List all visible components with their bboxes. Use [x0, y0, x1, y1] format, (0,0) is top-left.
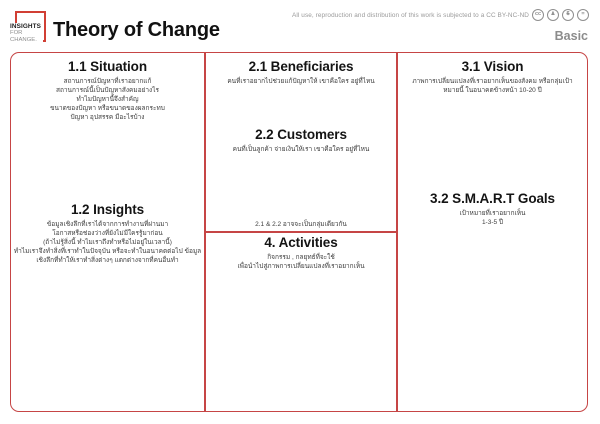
- section-text-line: ภาพการเปลี่ยนแปลงที่เราอยากเห็นของสังคม …: [412, 78, 573, 85]
- section-heading: 3.2 S.M.A.R.T Goals: [430, 191, 555, 206]
- section-heading: 2.2 Customers: [255, 127, 347, 142]
- section-text-line: ทำไมปัญหานี้จึงสำคัญ: [76, 96, 139, 103]
- section-vision: 3.1 Vision ภาพการเปลี่ยนแปลงที่เราอยากเห…: [400, 59, 585, 95]
- page-title: Theory of Change: [53, 19, 220, 41]
- section-insights: 1.2 Insights ข้อมูลเชิงลึกที่เราได้จากกา…: [13, 202, 202, 265]
- section-text-line: เป้าหมายที่เราอยากเห็น: [459, 210, 526, 217]
- section-text-line: เพื่อนำไปสู่ภาพการเปลี่ยนแปลงที่เราอยากเ…: [237, 263, 365, 270]
- non-commercial-icon: $: [562, 9, 574, 21]
- logo-text: INSIGHTS FOR CHANGE.: [10, 23, 43, 45]
- section-heading: 1.2 Insights: [70, 202, 145, 217]
- section-text-line: คนที่เราอยากไปช่วยแก้ปัญหาให้ เขาคือใคร …: [227, 78, 375, 85]
- section-heading: 3.1 Vision: [461, 59, 524, 74]
- theory-of-change-canvas: 1.1 Situation สถานการณ์ปัญหาที่เราอยากแก…: [10, 52, 588, 412]
- section-text-line: กิจกรรม , กลยุทธ์ที่จะใช้: [267, 254, 335, 261]
- section-text-line: คนที่เป็นลูกค้า จ่ายเงินให้เรา เขาคือใคร…: [232, 146, 370, 153]
- cc-icon: cc: [532, 9, 544, 21]
- variant-label: Basic: [554, 29, 588, 43]
- section-beneficiaries: 2.1 Beneficiaries คนที่เราอยากไปช่วยแก้ป…: [208, 59, 394, 86]
- logo-line: INSIGHTS: [10, 23, 41, 30]
- attribution-icon: ♟: [547, 9, 559, 21]
- no-derivatives-icon: =: [577, 9, 589, 21]
- activities-divider: [204, 231, 398, 233]
- section-customers: 2.2 Customers คนที่เป็นลูกค้า จ่ายเงินให…: [208, 127, 394, 154]
- license-text: All use, reproduction and distribution o…: [292, 11, 529, 19]
- section-text-line: 1-3-5 ปี: [481, 219, 504, 226]
- license-bar: All use, reproduction and distribution o…: [292, 9, 589, 21]
- section-text-line: เชิงลึกที่ทำให้เราทำสิ่งต่างๆ แตกต่างจาก…: [36, 257, 179, 264]
- section-text-line: (ถ้าไม่รู้สิ่งนี้ ทำไมเราถึงทำหรือไม่อยู…: [43, 239, 172, 246]
- section-activities: 4. Activities กิจกรรม , กลยุทธ์ที่จะใช้ …: [208, 235, 394, 271]
- section-text-line: หมายนี้ ในอนาคตข้างหน้า 10-20 ปี: [443, 87, 542, 94]
- section-text-line: สถานการณ์นี้เป็นปัญหาสังคมอย่างไร: [55, 87, 159, 94]
- section-heading: 4. Activities: [264, 235, 338, 250]
- section-text-line: ขนาดของปัญหา หรือขนาดของผลกระทบ: [50, 105, 165, 112]
- section-text-line: โอกาสหรือช่องว่างที่ยังไม่มีใครรู้มาก่อน: [52, 230, 163, 237]
- section-text-line: ปัญหา อุปสรรค มีอะไรบ้าง: [70, 114, 145, 121]
- section-text-line: ทำไมเราจึงทำสิ่งที่เราทำในปัจจุบัน หรือจ…: [13, 248, 202, 255]
- insights-for-change-logo: INSIGHTS FOR CHANGE.: [10, 9, 48, 47]
- section-text-line: สถานการณ์ปัญหาที่เราอยากแก้: [63, 78, 152, 85]
- section-heading: 1.1 Situation: [68, 59, 147, 74]
- logo-line: CHANGE.: [10, 36, 37, 43]
- section-situation: 1.1 Situation สถานการณ์ปัญหาที่เราอยากแก…: [13, 59, 202, 122]
- section-smart-goals: 3.2 S.M.A.R.T Goals เป้าหมายที่เราอยากเห…: [400, 191, 585, 227]
- logo-line: FOR: [10, 30, 23, 37]
- section-heading: 2.1 Beneficiaries: [248, 59, 354, 74]
- section-text-line: ข้อมูลเชิงลึกที่เราได้จากการทำงานที่ผ่าน…: [46, 221, 169, 228]
- beneficiaries-customers-note: 2.1 & 2.2 อาจจะเป็นกลุ่มเดียวกัน: [255, 221, 347, 228]
